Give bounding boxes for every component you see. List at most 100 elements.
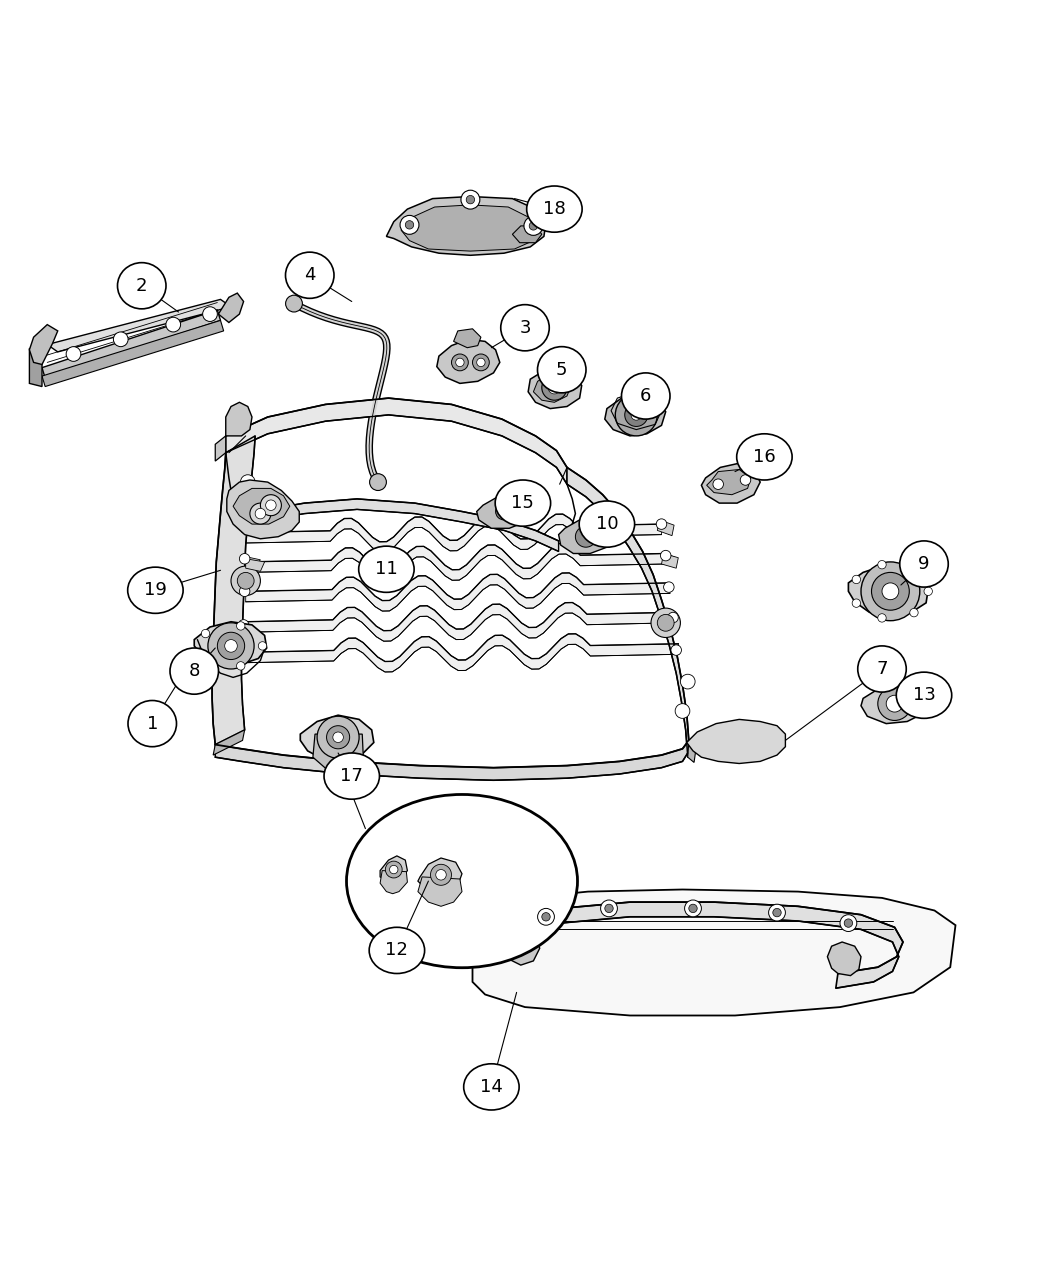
Polygon shape <box>313 734 363 774</box>
Polygon shape <box>666 553 676 566</box>
Circle shape <box>878 561 886 569</box>
Polygon shape <box>233 488 290 524</box>
Circle shape <box>529 222 538 230</box>
Polygon shape <box>218 293 244 323</box>
Circle shape <box>66 347 81 361</box>
Polygon shape <box>477 495 531 528</box>
Ellipse shape <box>359 546 414 593</box>
Circle shape <box>853 575 861 584</box>
Circle shape <box>452 354 468 371</box>
Polygon shape <box>559 518 613 553</box>
Polygon shape <box>380 871 407 894</box>
Circle shape <box>390 866 398 873</box>
Circle shape <box>668 612 678 622</box>
Text: 2: 2 <box>136 277 147 295</box>
Polygon shape <box>246 524 265 537</box>
Polygon shape <box>226 403 252 436</box>
Ellipse shape <box>622 372 670 419</box>
Text: 10: 10 <box>595 515 618 533</box>
Text: 19: 19 <box>144 581 167 599</box>
Circle shape <box>542 375 567 400</box>
Ellipse shape <box>527 186 582 232</box>
Circle shape <box>466 195 475 204</box>
Circle shape <box>542 913 550 921</box>
Circle shape <box>664 581 674 593</box>
Circle shape <box>461 190 480 209</box>
Circle shape <box>840 914 857 932</box>
Ellipse shape <box>496 479 550 527</box>
Ellipse shape <box>128 700 176 747</box>
Ellipse shape <box>118 263 166 309</box>
Circle shape <box>844 919 853 927</box>
Circle shape <box>651 608 680 638</box>
Circle shape <box>909 566 918 574</box>
Circle shape <box>773 908 781 917</box>
Circle shape <box>872 572 909 611</box>
Circle shape <box>239 553 250 564</box>
Polygon shape <box>567 468 689 757</box>
Circle shape <box>225 640 237 653</box>
Circle shape <box>240 521 251 533</box>
Circle shape <box>625 403 648 426</box>
Text: 13: 13 <box>912 686 936 704</box>
Polygon shape <box>246 524 260 534</box>
Circle shape <box>333 732 343 742</box>
Circle shape <box>239 502 254 516</box>
Ellipse shape <box>346 794 578 968</box>
Circle shape <box>255 509 266 519</box>
Polygon shape <box>418 877 462 907</box>
Polygon shape <box>707 469 751 495</box>
Circle shape <box>237 652 248 662</box>
Circle shape <box>217 632 245 659</box>
Circle shape <box>601 900 617 917</box>
Polygon shape <box>246 558 265 571</box>
Circle shape <box>113 332 128 347</box>
Circle shape <box>472 354 489 371</box>
Text: 7: 7 <box>877 660 887 678</box>
Circle shape <box>538 908 554 926</box>
Polygon shape <box>701 463 760 504</box>
Ellipse shape <box>501 305 549 351</box>
Polygon shape <box>688 741 696 762</box>
Circle shape <box>236 662 245 671</box>
Ellipse shape <box>737 434 792 479</box>
Circle shape <box>605 904 613 913</box>
Circle shape <box>548 381 561 394</box>
Circle shape <box>385 861 402 878</box>
Polygon shape <box>29 325 58 365</box>
Circle shape <box>202 630 210 638</box>
Text: 16: 16 <box>753 448 776 465</box>
Polygon shape <box>245 499 559 551</box>
Circle shape <box>166 317 181 332</box>
Polygon shape <box>662 521 672 534</box>
Polygon shape <box>687 719 785 764</box>
Text: 6: 6 <box>640 388 651 405</box>
Circle shape <box>631 409 642 421</box>
Text: 14: 14 <box>480 1077 503 1096</box>
Polygon shape <box>528 368 582 408</box>
Circle shape <box>436 870 446 880</box>
Circle shape <box>769 904 785 921</box>
Polygon shape <box>418 858 462 891</box>
Polygon shape <box>605 394 666 436</box>
Text: 9: 9 <box>919 555 929 572</box>
Circle shape <box>675 704 690 718</box>
Circle shape <box>853 599 861 607</box>
Text: 3: 3 <box>520 319 530 337</box>
Polygon shape <box>226 398 567 484</box>
Text: 5: 5 <box>556 361 567 379</box>
Circle shape <box>456 358 464 367</box>
Circle shape <box>685 900 701 917</box>
Polygon shape <box>401 205 538 251</box>
Circle shape <box>671 645 681 655</box>
Circle shape <box>286 296 302 312</box>
Circle shape <box>656 519 667 529</box>
Circle shape <box>231 566 260 595</box>
Ellipse shape <box>580 501 634 547</box>
Circle shape <box>496 504 512 520</box>
Circle shape <box>740 474 751 486</box>
Polygon shape <box>380 856 407 881</box>
Circle shape <box>575 527 596 547</box>
Circle shape <box>203 307 217 321</box>
Circle shape <box>250 504 271 524</box>
